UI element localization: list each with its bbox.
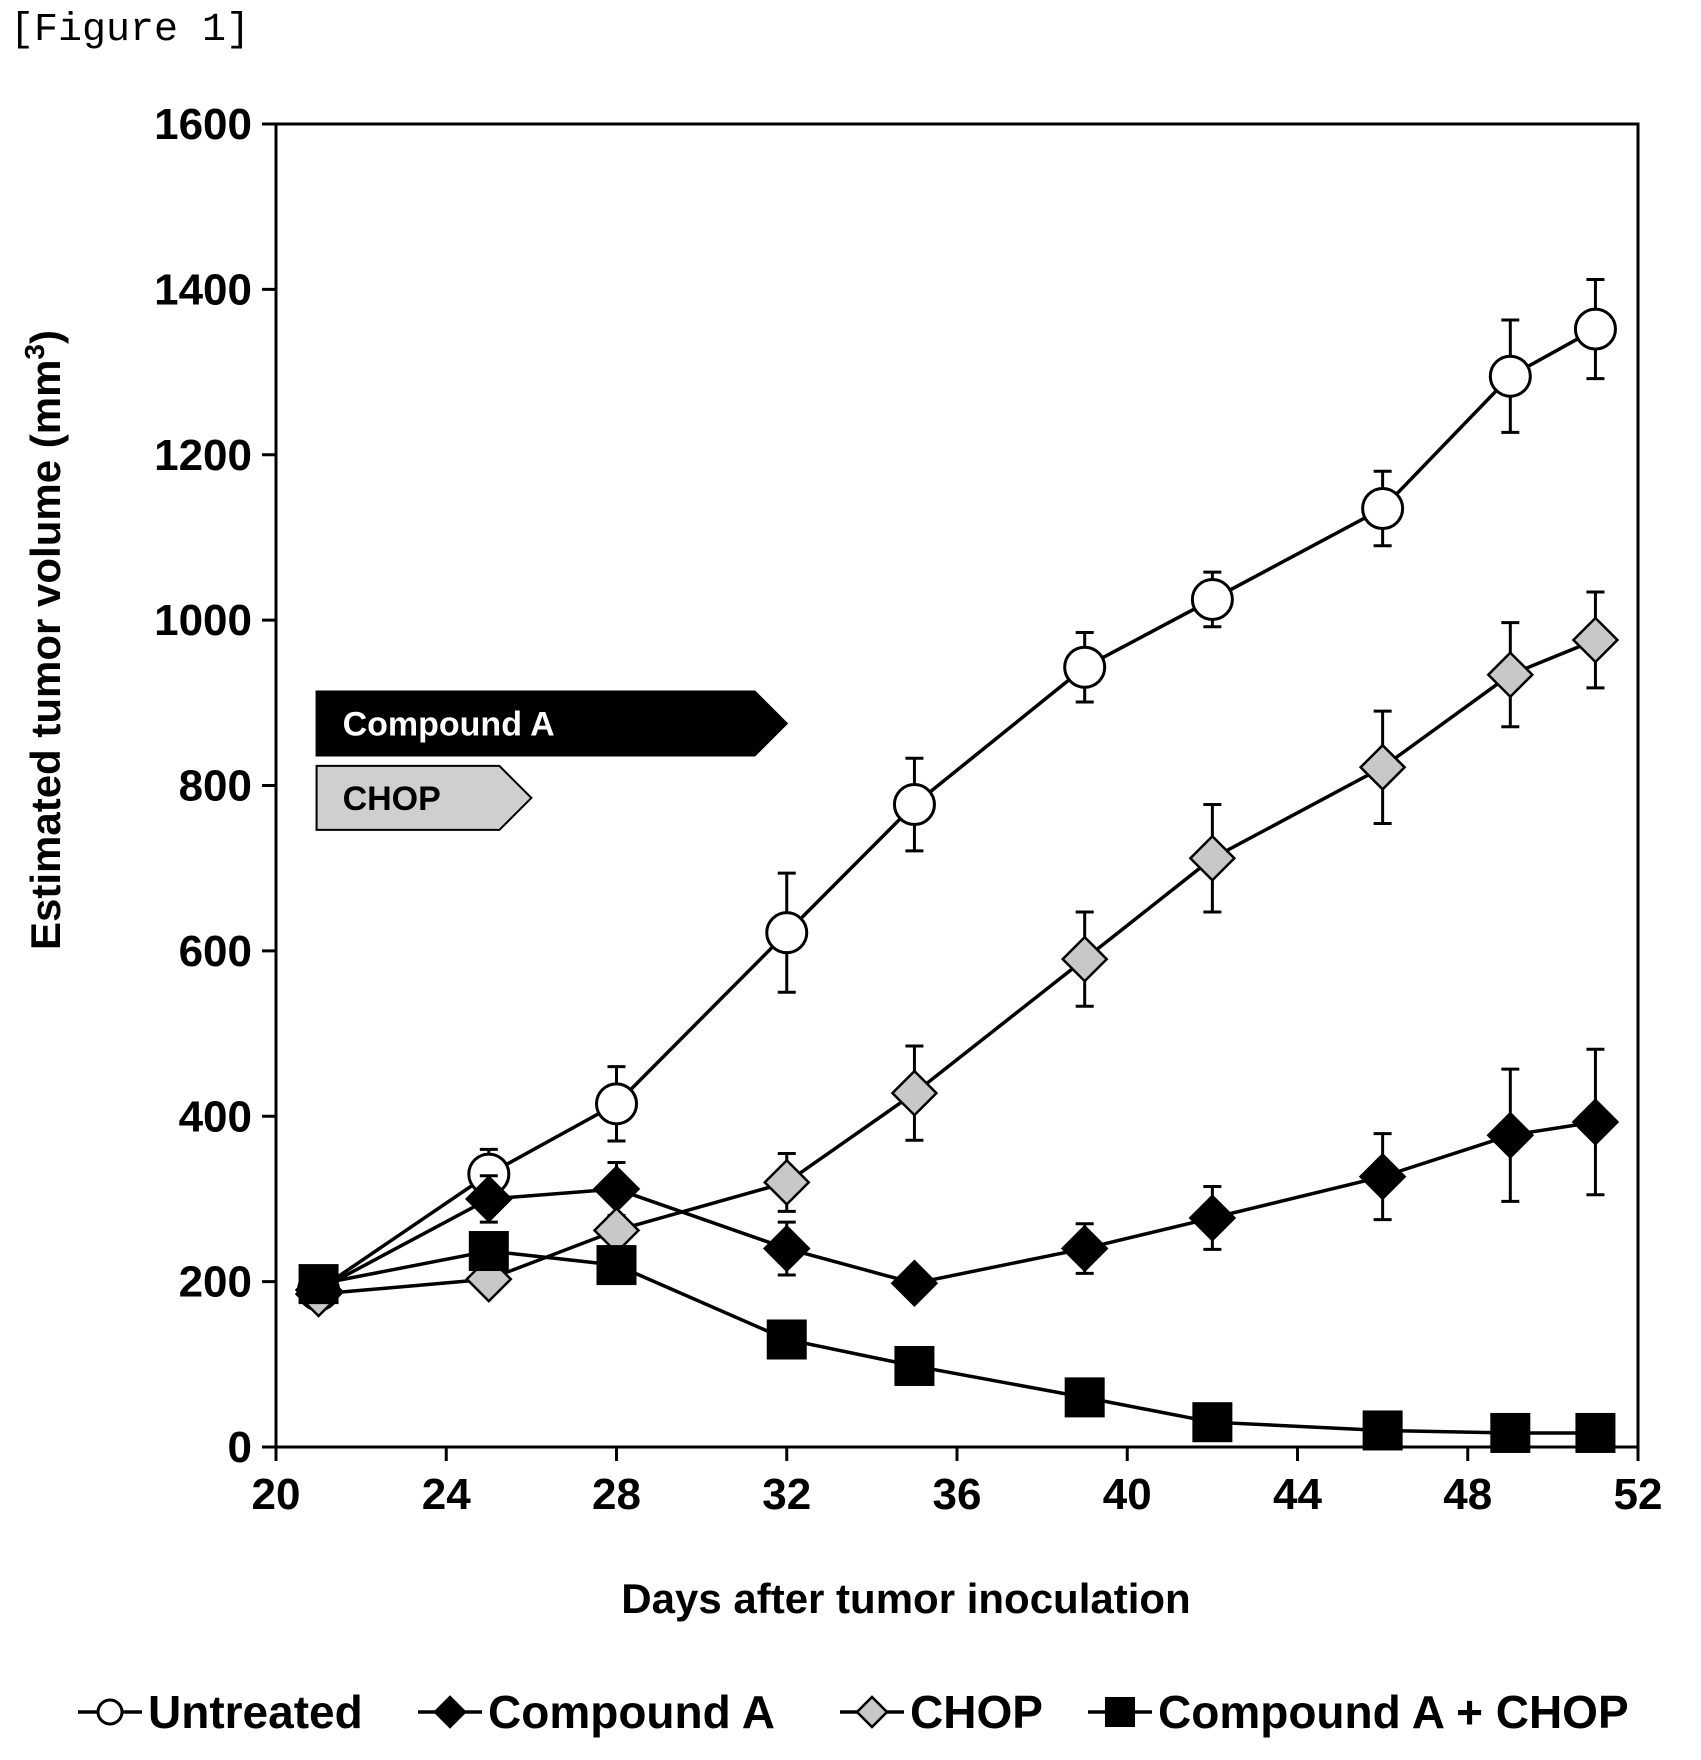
data-point bbox=[470, 1232, 508, 1270]
data-point bbox=[1361, 1155, 1405, 1199]
x-tick-label: 32 bbox=[762, 1470, 811, 1519]
data-point bbox=[1576, 1414, 1614, 1452]
data-point bbox=[1190, 836, 1234, 880]
legend-label: Compound A bbox=[488, 1686, 775, 1738]
x-tick-label: 52 bbox=[1614, 1470, 1663, 1519]
treatment-arrow-label: CHOP bbox=[343, 780, 441, 818]
data-point bbox=[1573, 1100, 1617, 1144]
treatment-arrow-label: Compound A bbox=[343, 705, 555, 743]
data-point bbox=[1065, 647, 1105, 687]
legend-label: Compound A + CHOP bbox=[1158, 1686, 1629, 1738]
y-tick-label: 800 bbox=[179, 762, 252, 811]
data-point bbox=[765, 1160, 809, 1204]
y-axis-title-close: ) bbox=[22, 330, 69, 344]
data-point bbox=[1491, 1414, 1529, 1452]
data-point bbox=[1361, 745, 1405, 789]
y-tick-label: 200 bbox=[179, 1258, 252, 1307]
data-point bbox=[765, 1227, 809, 1271]
y-tick-label: 400 bbox=[179, 1092, 252, 1141]
x-tick-label: 28 bbox=[592, 1470, 641, 1519]
data-point bbox=[1573, 618, 1617, 662]
data-point bbox=[892, 1261, 936, 1305]
legend: Untreated Compound A CHOP Compound A + CHOP bbox=[78, 1686, 1629, 1738]
treatment-arrows: Compound A CHOP bbox=[317, 691, 787, 829]
data-point bbox=[1488, 1113, 1532, 1157]
y-axis-title: Estimated tumor volume (mm3) bbox=[19, 330, 69, 950]
x-tick-label: 20 bbox=[252, 1470, 301, 1519]
y-axis-title-superscript: 3 bbox=[19, 344, 50, 360]
data-point bbox=[1063, 1227, 1107, 1271]
data-point bbox=[1490, 356, 1530, 396]
legend-item-0: Untreated bbox=[78, 1686, 363, 1738]
series-line bbox=[319, 1122, 1596, 1290]
data-point bbox=[1364, 1411, 1402, 1449]
y-axis-title-text: Estimated tumor volume (mm bbox=[22, 360, 69, 950]
x-axis-title: Days after tumor inoculation bbox=[621, 1575, 1190, 1622]
y-tick-label: 1600 bbox=[154, 100, 252, 149]
y-tick-label: 0 bbox=[228, 1423, 252, 1472]
legend-item-2: CHOP bbox=[840, 1686, 1043, 1738]
legend-item-1: Compound A bbox=[418, 1686, 775, 1738]
data-point bbox=[895, 1347, 933, 1385]
series-3 bbox=[300, 1232, 1615, 1452]
data-point bbox=[1063, 937, 1107, 981]
x-tick-label: 48 bbox=[1443, 1470, 1492, 1519]
y-tick-label: 1400 bbox=[154, 265, 252, 314]
data-point bbox=[1066, 1378, 1104, 1416]
data-point bbox=[1192, 579, 1232, 619]
data-point bbox=[892, 1071, 936, 1115]
series-layer bbox=[297, 279, 1618, 1451]
data-point bbox=[1488, 653, 1532, 697]
data-point bbox=[597, 1084, 637, 1124]
legend-marker bbox=[98, 1700, 122, 1724]
data-point bbox=[1190, 1196, 1234, 1240]
x-tick-label: 36 bbox=[933, 1470, 982, 1519]
x-axis-ticks: 20 24 28 32 36 40 44 48 52 bbox=[252, 1447, 1663, 1519]
legend-item-3: Compound A + CHOP bbox=[1088, 1686, 1629, 1738]
legend-label: CHOP bbox=[910, 1686, 1043, 1738]
y-axis-ticks: 0 200 400 600 800 1000 1200 1400 1600 bbox=[154, 100, 276, 1472]
x-tick-label: 44 bbox=[1273, 1470, 1322, 1519]
x-tick-label: 24 bbox=[422, 1470, 471, 1519]
data-point bbox=[595, 1167, 639, 1211]
legend-marker bbox=[1106, 1698, 1134, 1726]
data-point bbox=[598, 1246, 636, 1284]
legend-marker bbox=[435, 1697, 465, 1727]
y-tick-label: 1200 bbox=[154, 431, 252, 480]
data-point bbox=[767, 913, 807, 953]
data-point bbox=[768, 1321, 806, 1359]
data-point bbox=[1363, 488, 1403, 528]
y-tick-label: 1000 bbox=[154, 596, 252, 645]
y-tick-label: 600 bbox=[179, 927, 252, 976]
x-tick-label: 40 bbox=[1103, 1470, 1152, 1519]
data-point bbox=[894, 785, 934, 825]
legend-label: Untreated bbox=[148, 1686, 363, 1738]
data-point bbox=[300, 1265, 338, 1303]
data-point bbox=[1575, 309, 1615, 349]
data-point bbox=[1193, 1403, 1231, 1441]
legend-marker bbox=[857, 1697, 887, 1727]
